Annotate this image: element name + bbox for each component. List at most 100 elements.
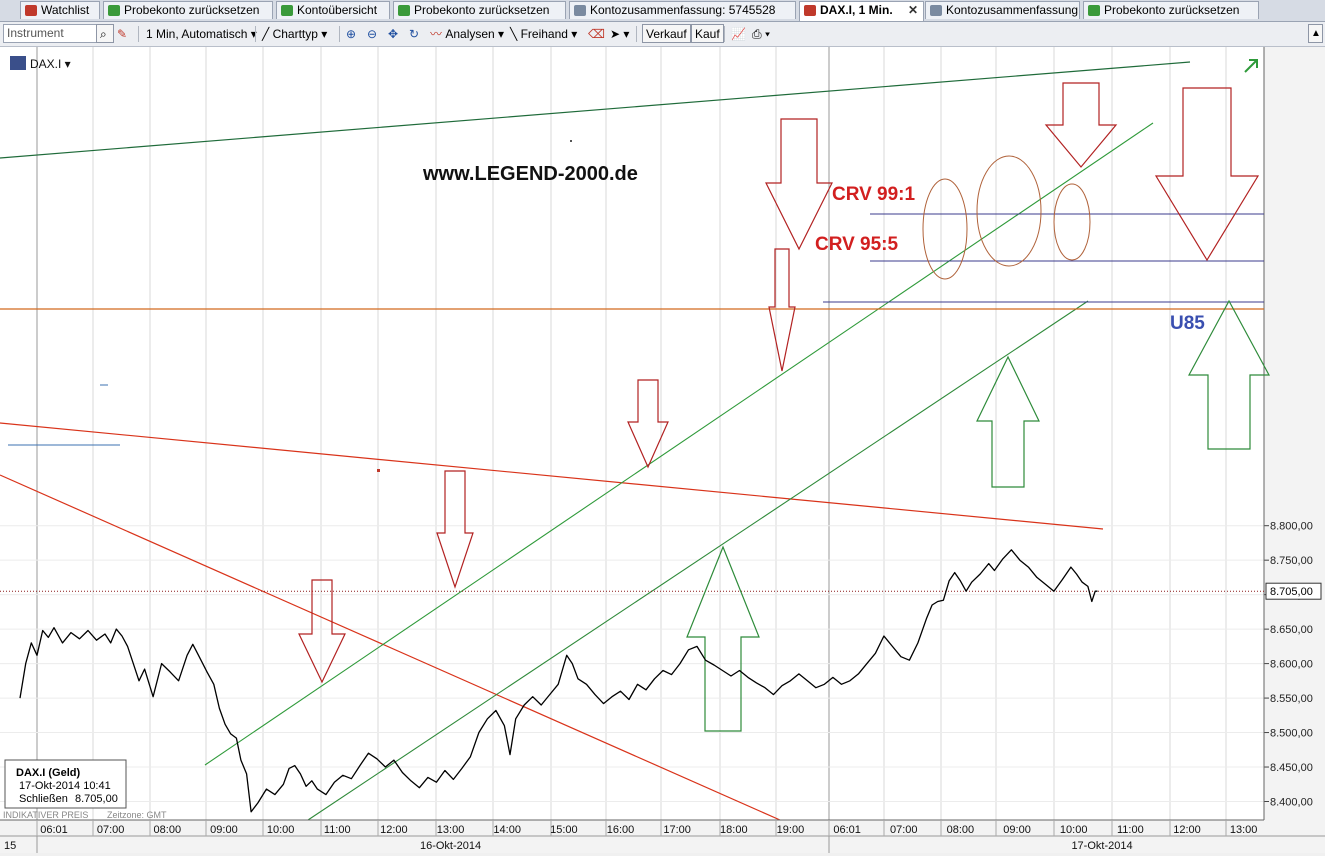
x-tick-label: 06:01 xyxy=(40,824,68,836)
x-tick-label: 15:00 xyxy=(550,824,578,836)
chart-settings-icon[interactable]: 📈 xyxy=(731,27,746,41)
date-label: 17-Okt-2014 xyxy=(1071,840,1132,852)
date-label-start: 15 xyxy=(4,840,16,852)
symbol-label[interactable]: DAX.I ▾ xyxy=(30,57,71,71)
draw-line-icon: ╲ xyxy=(510,27,521,41)
tab-7[interactable]: Kontozusammenfassung xyxy=(925,1,1080,19)
scroll-up-button[interactable]: ▲ xyxy=(1308,24,1323,43)
tab-4[interactable]: Probekonto zurücksetzen xyxy=(393,1,566,19)
zoom-out-icon[interactable]: ⊖ xyxy=(367,27,378,41)
charttype-dropdown[interactable]: ╱ Charttyp ▾ xyxy=(262,27,328,41)
freihand-dropdown[interactable]: ╲ Freihand ▾ xyxy=(510,27,578,41)
eraser-icon[interactable]: ⌫ xyxy=(588,27,605,41)
info-box-datetime: 17-Okt-2014 10:41 xyxy=(19,780,111,792)
ellipse-annotation xyxy=(976,155,1042,267)
document-icon xyxy=(574,5,586,16)
document-icon xyxy=(930,5,942,16)
buy-button[interactable]: Kauf xyxy=(691,24,724,43)
tab-label: Probekonto zurücksetzen xyxy=(414,3,550,17)
price-chart[interactable]: 8.400,00 8.450,00 8.500,00 8.550,00 8.600,00… xyxy=(0,47,1325,853)
annotation-crv-99: CRV 99:1 xyxy=(832,184,916,205)
tab-label: Probekonto zurücksetzen xyxy=(1104,3,1240,17)
x-tick-label: 16:00 xyxy=(607,824,635,836)
arrow-down-annotation xyxy=(768,248,796,372)
watchlist-icon xyxy=(25,5,37,16)
analysis-icon: 〰 xyxy=(430,27,446,41)
arrow-down-annotation xyxy=(298,579,346,684)
tab-2[interactable]: Probekonto zurücksetzen xyxy=(103,1,273,19)
tab-label: Kontozusammenfassung xyxy=(946,3,1079,17)
y-tick-label: 8.450,00 xyxy=(1270,762,1313,774)
x-tick-label: 07:00 xyxy=(97,824,125,836)
tab-label: Kontoübersicht xyxy=(297,3,378,17)
x-tick-label: 07:00 xyxy=(890,824,918,836)
current-price-label: 8.705,00 xyxy=(1270,586,1313,598)
x-tick-label: 10:00 xyxy=(1060,824,1088,836)
arrow-up-annotation xyxy=(976,355,1040,488)
chart-icon xyxy=(804,5,816,16)
close-icon[interactable]: ✕ xyxy=(907,3,918,17)
y-tick-label: 8.600,00 xyxy=(1270,659,1313,671)
tab-bar: Watchlist Probekonto zurücksetzen Kontoübe… xyxy=(0,0,1325,22)
tab-label: Kontozusammenfassung: 5745528 xyxy=(590,3,776,17)
tab-5[interactable]: Kontozusammenfassung: 5745528 xyxy=(569,1,796,19)
arrow-down-annotation xyxy=(1044,82,1118,168)
current-price-badge xyxy=(1265,582,1322,600)
x-tick-label: 09:00 xyxy=(210,824,238,836)
x-tick-label: 06:01 xyxy=(833,824,861,836)
tab-3[interactable]: Kontoübersicht xyxy=(276,1,390,19)
print-dropdown[interactable]: ⎙ ▾ xyxy=(752,27,770,41)
info-box xyxy=(4,759,127,809)
tab-6[interactable]: DAX.I, 1 Min. ✕ xyxy=(799,1,924,21)
instrument-lookup-button[interactable]: ⌕ xyxy=(96,24,114,43)
cursor-icon: ➤ xyxy=(610,27,621,41)
analysen-label: Analysen xyxy=(445,27,495,41)
y-tick-label: 8.400,00 xyxy=(1270,797,1313,809)
instrument-input[interactable]: Instrument xyxy=(3,24,113,43)
x-tick-label: 10:00 xyxy=(267,824,295,836)
analysen-dropdown[interactable]: 〰 Analysen ▾ xyxy=(430,27,505,41)
expand-icon[interactable] xyxy=(1244,59,1258,73)
chart-area[interactable]: 8.400,00 8.450,00 8.500,00 8.550,00 8.600,00… xyxy=(0,47,1325,853)
zoom-in-icon[interactable]: ⊕ xyxy=(346,27,357,41)
y-tick-label: 8.750,00 xyxy=(1270,555,1313,567)
info-box-close-value: 8.705,00 xyxy=(75,793,118,805)
arrow-down-annotation xyxy=(1154,87,1260,262)
refresh-icon[interactable]: ↻ xyxy=(409,27,420,41)
pan-icon[interactable]: ✥ xyxy=(388,27,399,41)
charttype-label: Charttyp xyxy=(272,27,318,41)
x-tick-label: 18:00 xyxy=(720,824,748,836)
indicative-price-label: INDIKATIVER PREIS xyxy=(3,810,88,820)
x-tick-label: 13:00 xyxy=(1230,824,1258,836)
cursor-dropdown[interactable]: ➤ ▾ xyxy=(610,27,630,41)
x-tick-label: 13:00 xyxy=(437,824,465,836)
cfd-icon xyxy=(10,56,26,70)
arrow-down-annotation xyxy=(627,379,669,469)
x-tick-label: 14:00 xyxy=(493,824,521,836)
x-tick-label: 08:00 xyxy=(947,824,975,836)
tab-label: Probekonto zurücksetzen xyxy=(124,3,260,17)
arrow-up-annotation xyxy=(1187,299,1271,450)
y-axis-panel xyxy=(1264,47,1325,820)
annotation-crv-95: CRV 95:5 xyxy=(815,234,899,255)
tools-icon[interactable]: ✎ xyxy=(117,27,128,41)
x-tick-label: 08:00 xyxy=(154,824,182,836)
x-tick-label: 17:00 xyxy=(663,824,691,836)
account-icon xyxy=(1088,5,1100,16)
y-tick-label: 8.550,00 xyxy=(1270,693,1313,705)
interval-dropdown[interactable]: 1 Min, Automatisch ▾ xyxy=(146,27,257,41)
toolbar: Instrument ⌕ ✎ 1 Min, Automatisch ▾ ╱ Ch… xyxy=(0,22,1325,47)
sell-button[interactable]: Verkauf xyxy=(642,24,691,43)
tab-1[interactable]: Watchlist xyxy=(20,1,100,19)
print-icon: ⎙ xyxy=(752,27,762,41)
tab-label: DAX.I, 1 Min. xyxy=(820,3,893,17)
x-tick-label: 11:00 xyxy=(324,824,351,836)
account-icon xyxy=(398,5,410,16)
tab-8[interactable]: Probekonto zurücksetzen xyxy=(1083,1,1259,19)
freihand-label: Freihand xyxy=(520,27,568,41)
arrow-up-annotation xyxy=(686,545,760,732)
account-icon xyxy=(281,5,293,16)
info-box-close-label: Schließen xyxy=(19,793,68,805)
ellipse-annotation xyxy=(922,178,968,280)
y-tick-label: 8.650,00 xyxy=(1270,624,1313,636)
